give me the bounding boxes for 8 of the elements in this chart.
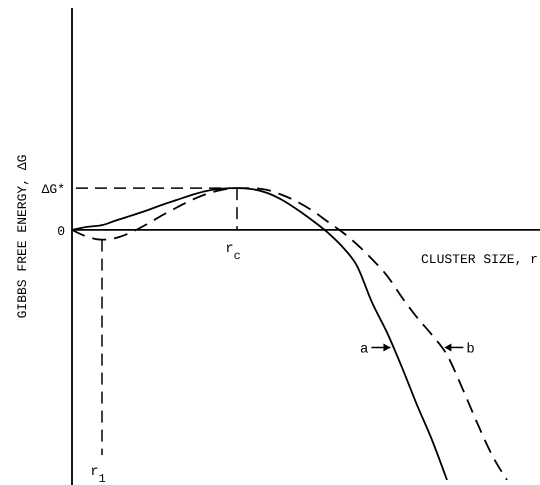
annotation: r$_{c}$ [225, 240, 241, 263]
annotation: ΔG* [42, 182, 65, 198]
y-axis-title: GIBBS FREE ENERGY, ΔG [15, 154, 30, 318]
legend-label: b [466, 341, 475, 358]
annotation: 0 [57, 224, 65, 239]
x-axis-title: CLUSTER SIZE, r [420, 252, 538, 267]
series-label: a [360, 341, 368, 358]
annotation: r$_{1}$ [90, 464, 106, 485]
